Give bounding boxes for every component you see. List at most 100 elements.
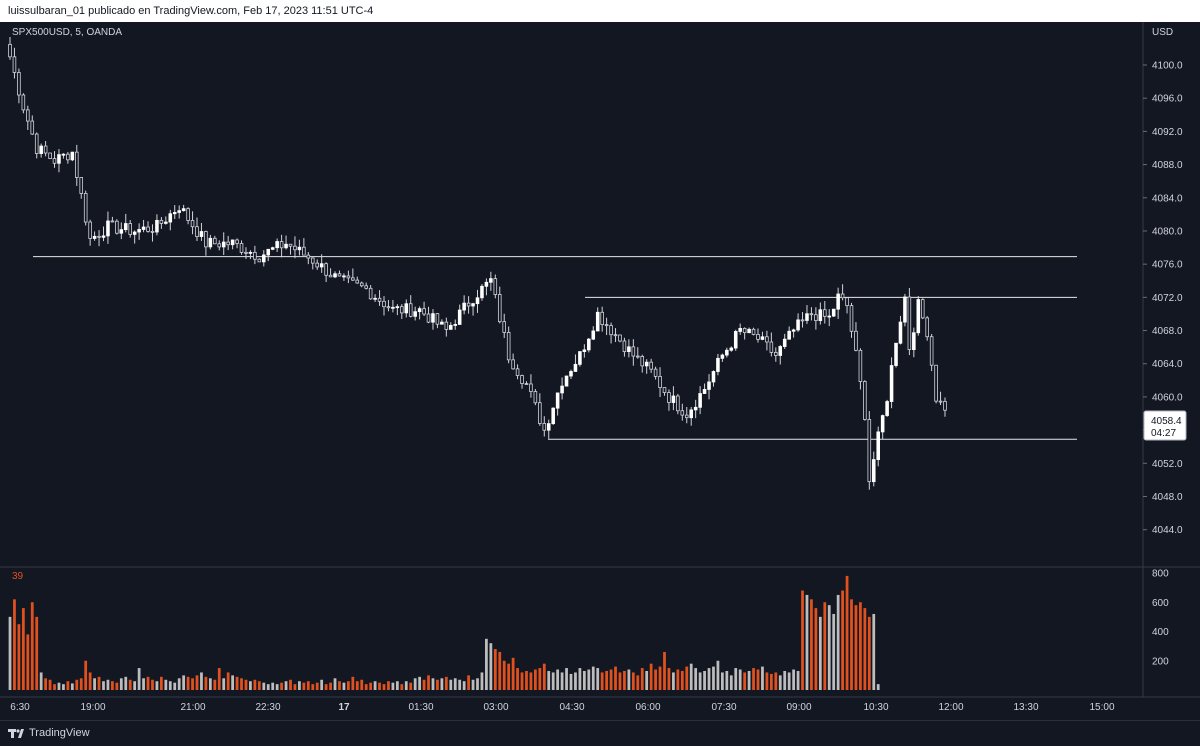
volume-bar — [747, 670, 751, 690]
candle-body — [689, 409, 693, 419]
volume-bar — [431, 678, 435, 690]
candle-down — [66, 151, 70, 164]
candle-body — [275, 241, 279, 249]
volume-bar — [231, 675, 234, 690]
volume-bar — [752, 668, 755, 690]
volume-bar — [814, 608, 818, 690]
tradingview-brand[interactable]: TradingView — [8, 727, 90, 739]
candle-up — [836, 287, 840, 319]
candle-down — [920, 298, 925, 320]
candle-down — [244, 247, 248, 259]
volume-bar — [26, 634, 30, 690]
candle-body — [497, 294, 502, 323]
candle-body — [707, 381, 711, 390]
candle-up — [711, 370, 716, 387]
volume-bar — [743, 672, 747, 690]
volume-bar — [391, 682, 395, 690]
candle-body — [720, 354, 725, 359]
price-chart-svg[interactable]: 4100.0 4096.0 4092.0 4088.0 4084.0 4080.0 4076… — [0, 22, 1200, 720]
candle-down — [239, 240, 244, 255]
candle-body — [155, 219, 159, 233]
candle-body — [809, 313, 814, 316]
candle-body — [489, 278, 493, 283]
symbol-legend: SPX500USD, 5, OANDA — [12, 27, 122, 38]
candle-down — [8, 37, 12, 60]
volume-bar — [13, 599, 16, 690]
volume-bar — [471, 679, 475, 690]
volume-bar — [8, 616, 12, 690]
candle-body — [248, 251, 253, 254]
candle-body — [680, 410, 685, 416]
time-tick-label: 06:00 — [635, 702, 660, 713]
time-tick-label: 13:30 — [1013, 702, 1038, 713]
candle-up — [457, 304, 462, 325]
candle-body — [555, 392, 560, 409]
candle-body — [742, 327, 747, 334]
candle-body — [520, 375, 524, 384]
grid-layer — [0, 22, 1200, 698]
volume-bar — [511, 657, 515, 690]
volume-bar — [311, 684, 315, 690]
candle-body — [324, 263, 328, 276]
volume-bar — [449, 679, 453, 690]
candle-up — [569, 369, 573, 379]
volume-bar — [721, 672, 724, 690]
candle-down — [88, 219, 92, 246]
volume-bar — [204, 676, 208, 690]
candle-body — [925, 317, 929, 338]
time-tick-label: 17 — [338, 702, 350, 713]
candle-body — [195, 226, 199, 237]
volume-bar — [520, 672, 524, 690]
candle-body — [649, 361, 653, 370]
candle-body — [208, 237, 213, 248]
time-tick-label: 01:30 — [408, 702, 433, 713]
volume-bar — [329, 682, 332, 690]
candle-down — [800, 312, 805, 328]
volume-bar — [801, 590, 804, 690]
candle-body — [444, 321, 449, 330]
volume-bar — [627, 669, 631, 690]
candle-up — [578, 351, 582, 367]
candle-up — [270, 246, 275, 251]
volume-bar — [44, 678, 47, 690]
candle-up — [689, 406, 693, 426]
candle-up — [738, 323, 742, 335]
volume-bar — [863, 608, 867, 690]
candle-down — [929, 334, 934, 372]
candle-up — [489, 271, 493, 291]
candle-body — [858, 349, 863, 382]
candle-body — [564, 375, 569, 387]
candle-up — [805, 305, 809, 324]
candle-body — [266, 248, 271, 256]
volume-bar — [645, 670, 649, 690]
candle-down — [506, 326, 511, 364]
volume-bar — [146, 676, 150, 690]
time-tick-label: 6:30 — [10, 702, 30, 713]
volume-bar — [21, 608, 25, 690]
candle-body — [903, 296, 907, 323]
volume-bar — [680, 670, 684, 690]
chart-area[interactable]: 4100.0 4096.0 4092.0 4088.0 4084.0 4080.0 4076… — [0, 22, 1200, 720]
candle-down — [938, 391, 943, 406]
volume-bar — [667, 668, 671, 690]
candle-body — [270, 247, 275, 250]
candle-up — [564, 375, 569, 387]
volume-bar — [516, 668, 519, 690]
candle-down — [235, 238, 239, 249]
candle-down — [934, 364, 938, 404]
candle-body — [533, 391, 538, 404]
price-tick-label: 4076.0 — [1152, 260, 1183, 271]
volume-bar — [151, 679, 154, 690]
volume-bar — [102, 681, 105, 690]
candle-up — [898, 315, 903, 345]
price-tick-label: 4060.0 — [1152, 392, 1183, 403]
volume-bar — [663, 651, 666, 690]
candle-up — [404, 299, 409, 318]
candle-up — [440, 319, 444, 325]
candle-down — [636, 347, 640, 359]
candle-up — [880, 414, 885, 440]
volume-bar — [382, 684, 386, 690]
candle-up — [132, 230, 137, 244]
volume-bar — [289, 679, 292, 690]
candle-body — [587, 338, 591, 351]
